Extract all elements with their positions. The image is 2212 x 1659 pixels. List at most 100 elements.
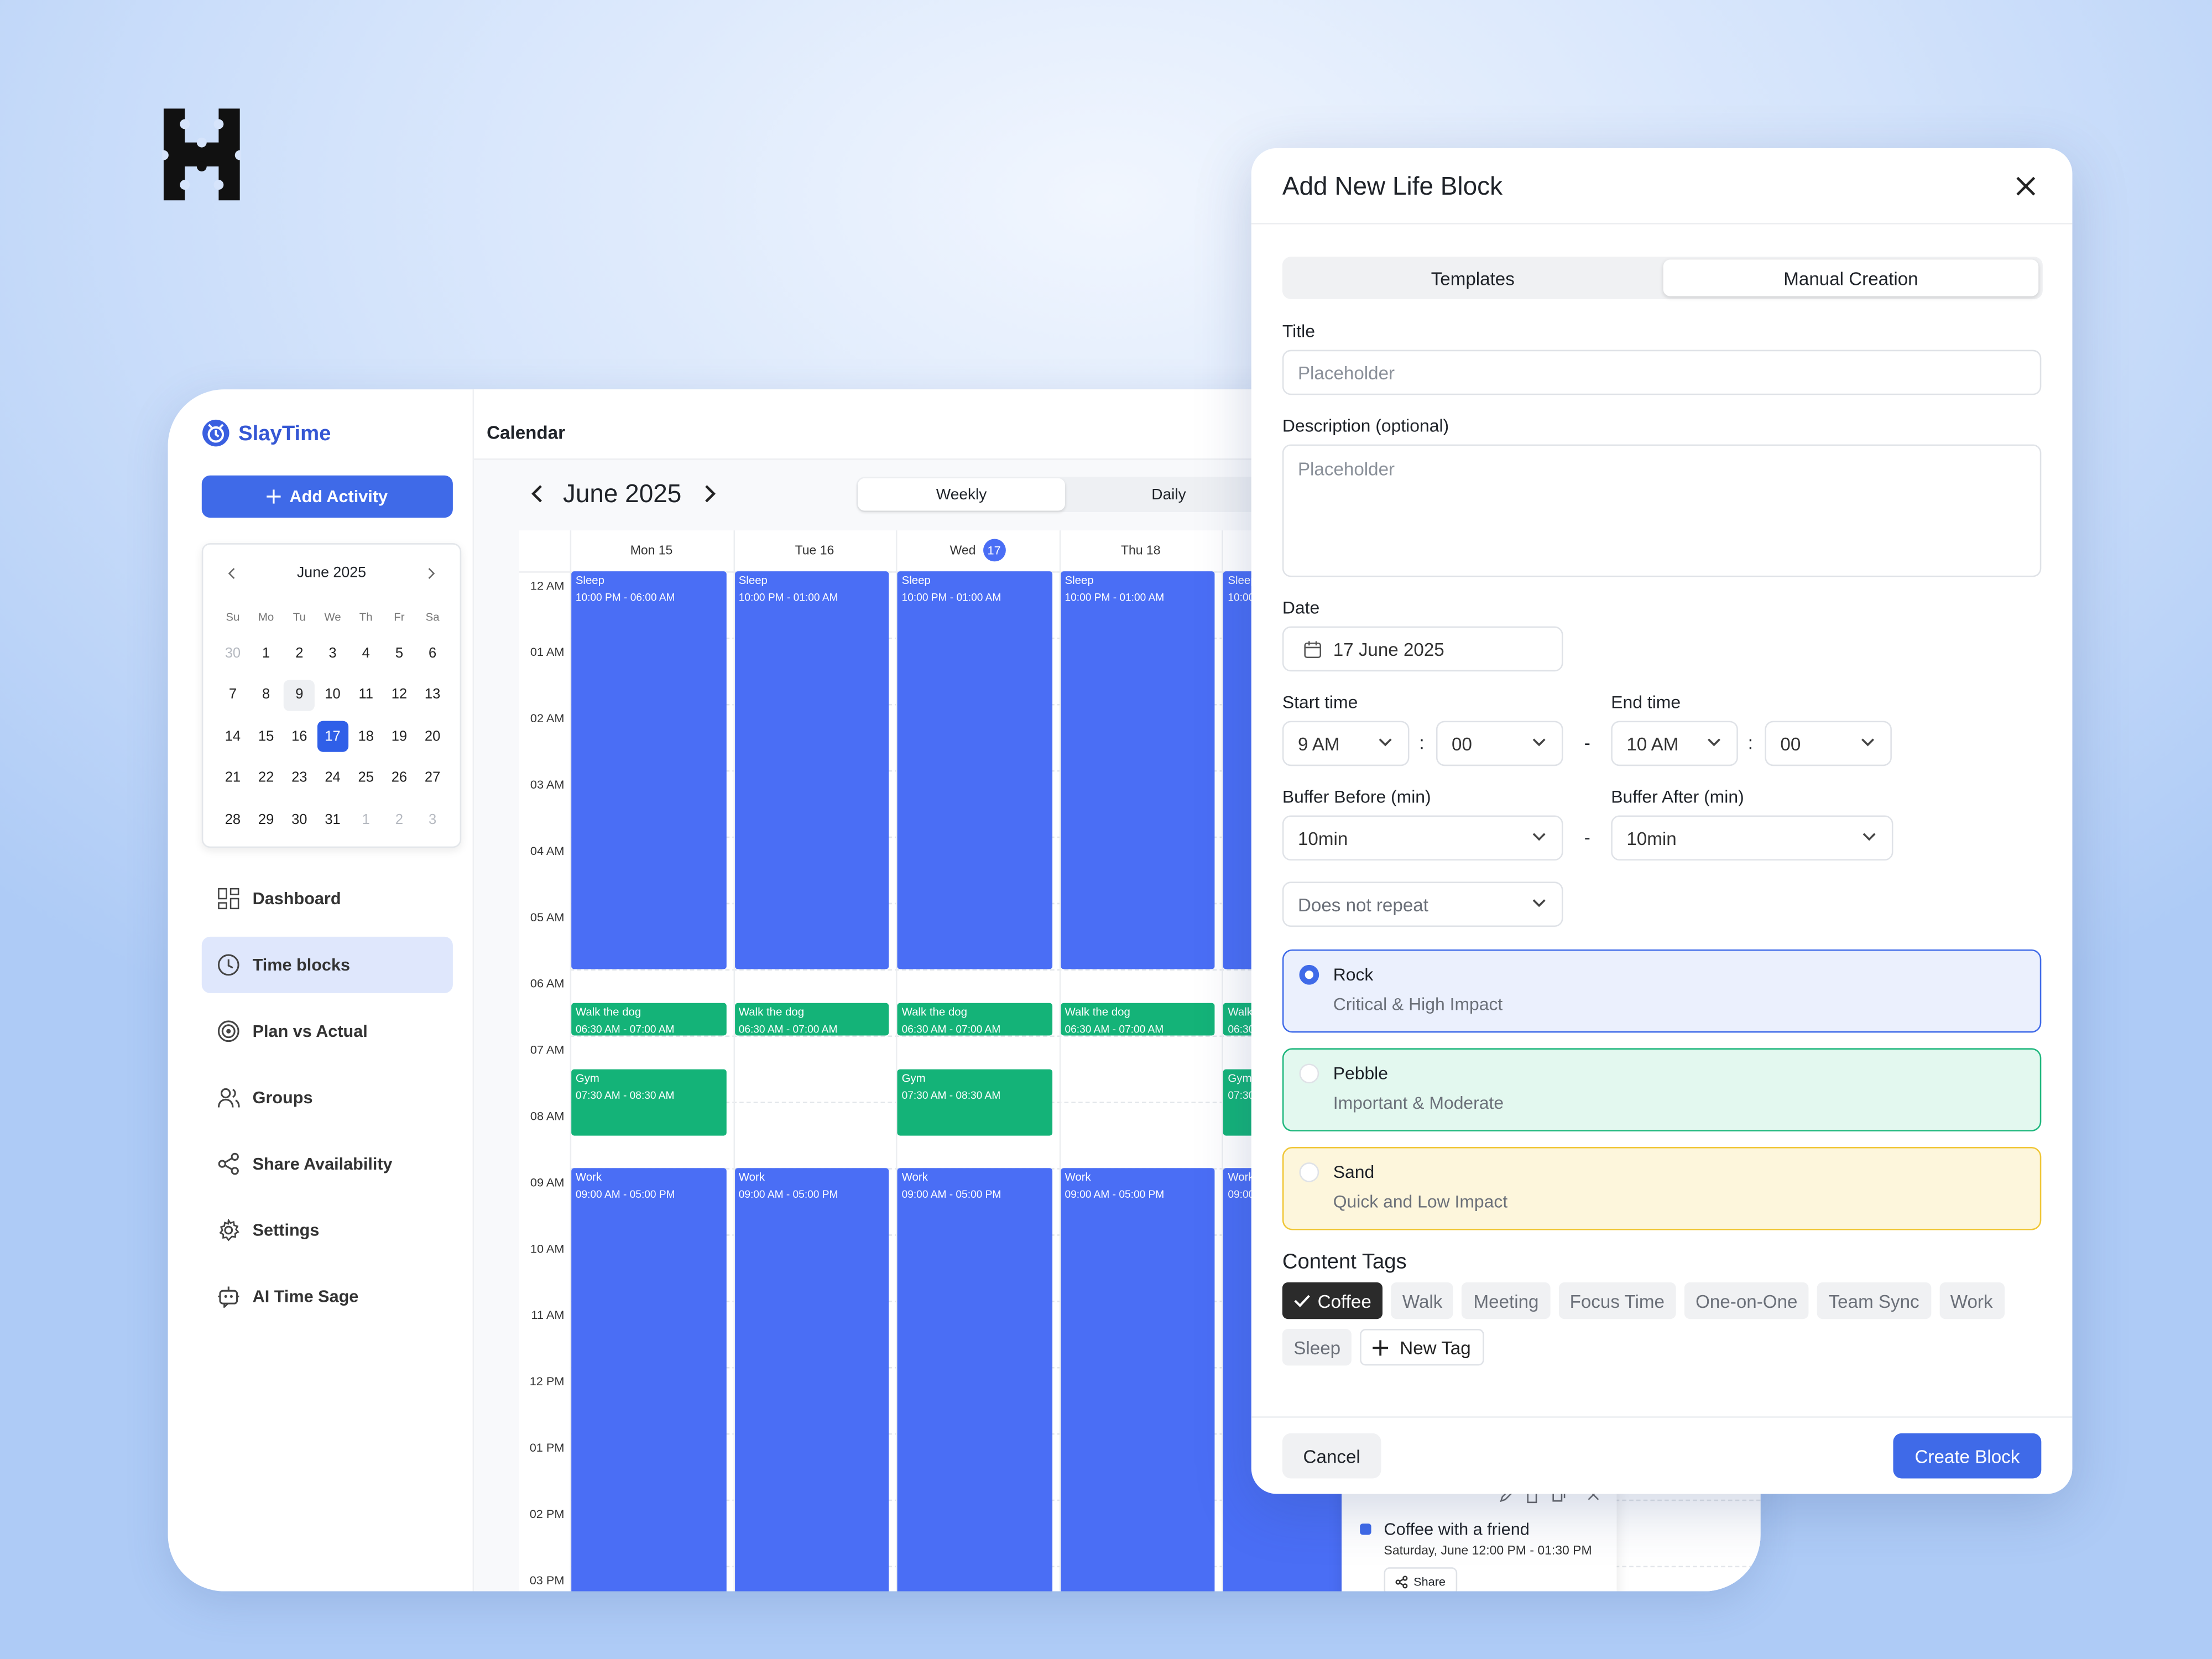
event-dot xyxy=(1360,1524,1371,1535)
day-cell[interactable]: 25 xyxy=(358,770,374,786)
tag[interactable]: One-on-One xyxy=(1684,1282,1809,1319)
tag[interactable]: Work xyxy=(1939,1282,2005,1319)
share-icon xyxy=(1395,1575,1408,1588)
new-tag-button[interactable]: New Tag xyxy=(1360,1329,1484,1366)
day-cell[interactable]: 3 xyxy=(328,645,337,661)
day-cell[interactable]: 13 xyxy=(424,687,441,703)
description-input[interactable]: Placeholder xyxy=(1282,444,2042,577)
start-minute-select[interactable]: 00 xyxy=(1436,721,1563,766)
day-cell[interactable]: 12 xyxy=(391,687,408,703)
day-cell[interactable]: 8 xyxy=(262,687,270,703)
add-activity-button[interactable]: Add Activity xyxy=(201,475,453,518)
nav-item[interactable]: AI Time Sage xyxy=(202,1268,453,1324)
nav-item[interactable]: Groups xyxy=(202,1070,453,1126)
end-hour-select[interactable]: 10 AM xyxy=(1611,721,1738,766)
day-cell[interactable]: 28 xyxy=(225,812,241,828)
day-cell[interactable]: 26 xyxy=(391,770,408,786)
event-block[interactable]: Sleep 10:00 PM - 01:00 AM xyxy=(734,571,889,969)
event-block[interactable]: Work 09:00 AM - 05:00 PM xyxy=(734,1168,889,1592)
day-cell[interactable]: 17 xyxy=(317,721,348,752)
day-cell[interactable]: 1 xyxy=(262,645,270,661)
event-time: 09:00 AM - 05:00 PM xyxy=(575,1187,675,1201)
event-block[interactable]: Sleep 10:00 PM - 01:00 AM xyxy=(897,571,1052,969)
day-cell[interactable]: 15 xyxy=(258,728,274,744)
tab[interactable]: Templates xyxy=(1431,267,1515,289)
hour-label: 03 PM xyxy=(529,1573,565,1587)
day-cell[interactable]: 4 xyxy=(362,645,370,661)
nav-item[interactable]: Settings xyxy=(202,1202,453,1258)
buffer-before-select[interactable]: 10min xyxy=(1282,815,1563,861)
day-cell[interactable]: 10 xyxy=(325,687,341,703)
day-cell[interactable]: 29 xyxy=(258,812,274,828)
event-block[interactable]: Walk the dog 06:30 AM - 07:00 AM xyxy=(571,1002,726,1036)
share-button[interactable]: Share xyxy=(1384,1567,1457,1592)
day-cell[interactable]: 1 xyxy=(362,812,370,828)
day-cell[interactable]: 30 xyxy=(291,812,307,828)
day-cell[interactable]: 23 xyxy=(291,770,307,786)
close-button[interactable] xyxy=(2016,176,2036,196)
end-minute-select[interactable]: 00 xyxy=(1765,721,1892,766)
nav-item[interactable]: Plan vs Actual xyxy=(202,1003,453,1060)
day-cell[interactable]: 3 xyxy=(429,812,437,828)
event-block[interactable]: Work 09:00 AM - 05:00 PM xyxy=(571,1168,726,1592)
tab[interactable]: Manual Creation xyxy=(1663,259,2039,296)
nav-icon xyxy=(218,888,239,910)
button-label: Create Block xyxy=(1914,1445,2020,1467)
day-cell[interactable]: 16 xyxy=(291,728,307,744)
event-block[interactable]: Walk the dog 06:30 AM - 07:00 AM xyxy=(897,1002,1052,1036)
repeat-select[interactable]: Does not repeat xyxy=(1282,881,1563,927)
event-block[interactable]: Sleep 10:00 PM - 06:00 AM xyxy=(571,571,726,969)
create-button[interactable]: Create Block xyxy=(1893,1433,2042,1479)
nav-item[interactable]: Time blocks xyxy=(201,936,453,993)
event-block[interactable]: Work 09:00 AM - 05:00 PM xyxy=(1060,1168,1215,1592)
day-cell[interactable]: 14 xyxy=(225,728,241,744)
priority-option[interactable]: Sand Quick and Low Impact xyxy=(1282,1146,2042,1230)
tag[interactable]: Team Sync xyxy=(1817,1282,1931,1319)
event-time: 10:00 PM - 01:00 AM xyxy=(738,591,838,604)
priority-option[interactable]: Pebble Important & Moderate xyxy=(1282,1048,2042,1131)
nav-item[interactable]: Share Availability xyxy=(202,1136,453,1192)
title-input[interactable]: Placeholder xyxy=(1282,349,2042,395)
day-cell[interactable]: 5 xyxy=(395,645,404,661)
day-cell[interactable]: 22 xyxy=(258,770,274,786)
day-cell[interactable]: 2 xyxy=(395,812,404,828)
event-block[interactable]: Gym 07:30 AM - 08:30 AM xyxy=(571,1068,726,1135)
tag[interactable]: Coffee xyxy=(1282,1282,1383,1319)
tag[interactable]: Walk xyxy=(1391,1282,1454,1319)
day-cell[interactable]: 9 xyxy=(284,679,315,711)
day-cell[interactable]: 6 xyxy=(429,645,437,661)
tag[interactable]: Focus Time xyxy=(1558,1282,1676,1319)
event-block[interactable]: Sleep 10:00 PM - 01:00 AM xyxy=(1060,571,1215,969)
next-month[interactable] xyxy=(427,567,436,580)
start-hour-select[interactable]: 9 AM xyxy=(1282,721,1410,766)
placeholder: Placeholder xyxy=(1297,362,1395,383)
date-input[interactable]: 17 June 2025 xyxy=(1282,626,1563,672)
select-value: 10min xyxy=(1626,827,1677,849)
event-block[interactable]: Work 09:00 AM - 05:00 PM xyxy=(897,1168,1052,1592)
tag[interactable]: Sleep xyxy=(1282,1329,1352,1366)
prev-week[interactable] xyxy=(530,484,543,504)
prev-month[interactable] xyxy=(227,567,236,580)
cancel-button[interactable]: Cancel xyxy=(1282,1433,1381,1479)
day-cell[interactable]: 21 xyxy=(225,770,241,786)
day-cell[interactable]: 31 xyxy=(325,812,341,828)
view-tab[interactable]: Daily xyxy=(1151,486,1186,503)
next-week[interactable] xyxy=(704,484,717,504)
day-cell[interactable]: 27 xyxy=(424,770,441,786)
day-cell[interactable]: 20 xyxy=(424,728,441,744)
event-block[interactable]: Gym 07:30 AM - 08:30 AM xyxy=(897,1068,1052,1135)
event-block[interactable]: Walk the dog 06:30 AM - 07:00 AM xyxy=(1060,1002,1215,1036)
buffer-after-select[interactable]: 10min xyxy=(1611,815,1893,861)
day-cell[interactable]: 19 xyxy=(391,728,408,744)
day-cell[interactable]: 18 xyxy=(358,728,374,744)
day-cell[interactable]: 24 xyxy=(325,770,341,786)
nav-item[interactable]: Dashboard xyxy=(202,870,453,927)
day-cell[interactable]: 30 xyxy=(225,645,241,661)
priority-option[interactable]: Rock Critical & High Impact xyxy=(1282,949,2042,1033)
day-cell[interactable]: 7 xyxy=(228,687,237,703)
day-cell[interactable]: 11 xyxy=(358,687,373,703)
view-tab[interactable]: Weekly xyxy=(858,478,1066,511)
day-cell[interactable]: 2 xyxy=(295,645,304,661)
event-block[interactable]: Walk the dog 06:30 AM - 07:00 AM xyxy=(734,1002,889,1036)
tag[interactable]: Meeting xyxy=(1462,1282,1550,1319)
